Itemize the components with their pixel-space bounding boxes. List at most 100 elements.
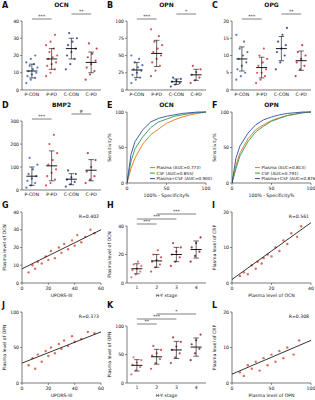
panel: H02040H-Y stagePlasma level of OCN1234**… [107,201,206,298]
trend-line [232,340,311,374]
plot-area [127,112,206,183]
dot [242,54,244,56]
panel-label: H [107,201,114,210]
panel-label: A [2,1,9,10]
dot [69,63,71,65]
legend-label: CSF (AUC=0.791) [262,171,299,176]
y-tick [20,72,22,73]
x-tick [271,283,272,285]
y-tick-label: 10 [13,263,19,268]
panel-label: B [107,1,113,10]
x-tick-label: P-PD [151,92,162,97]
dot [140,265,142,267]
panel: BOPN0255075100P-CONP-PDC-CONC-PD**** [107,1,206,97]
point [76,234,78,236]
y-axis [22,121,23,190]
annotation: R=0.373 [79,314,99,319]
panel-label: D [2,101,9,110]
dot [34,54,36,56]
dot [161,44,163,46]
title: BMP2 [52,101,71,108]
title: OPG [264,1,278,8]
error-cap [154,267,160,268]
x-axis-label: UPDRS-III [51,293,73,298]
error-bar [136,264,137,274]
point [80,241,82,243]
dot [245,61,247,63]
point [262,357,264,359]
y-tick [230,312,232,313]
dot [303,65,305,67]
error-cap [134,62,140,63]
y-tick [20,21,22,22]
dot [46,175,48,177]
x-tick-label: 0 [126,186,129,191]
y-tick [125,226,127,227]
error-cap [154,349,160,350]
y-tick-label: 20 [223,310,229,315]
x-tick-label: C-PD [86,192,98,197]
error-cap [174,358,180,359]
sig-label: * [175,309,178,314]
x-tick-label: 40 [72,386,78,391]
x-tick [232,383,233,385]
dot [189,82,191,84]
error-bar [136,360,137,371]
y-tick [230,283,232,284]
x-tick [74,283,75,285]
x-tick-label: 0 [231,186,234,191]
dot [49,182,51,184]
point [266,364,268,366]
legend-label: Plasma+CSF (AUC=0.876) [262,176,315,181]
dot [27,173,29,175]
y-tick [230,72,232,73]
x-tick [232,183,233,185]
legend-label: CSF (AUC=0.855) [157,171,194,176]
point [60,252,62,254]
x-tick-label: P-CON [235,92,250,97]
y-tick-label: 0 [16,381,19,386]
x-tick-label: C-CON [64,192,79,197]
dot [160,349,162,351]
legend-swatch [255,173,260,174]
dot [138,58,140,60]
dot [160,54,162,56]
error-cap [279,36,285,37]
point [282,239,284,241]
dot [172,336,174,338]
panel-label: C [212,1,218,10]
error-cap [49,69,55,70]
dot [55,168,57,170]
error-bar [31,64,32,78]
y-tick [125,183,127,184]
x-tick [271,183,272,185]
x-tick-label: C-CON [64,92,79,97]
dot [140,359,142,361]
dot [66,54,68,56]
dot [170,85,172,87]
dot [65,185,67,187]
roc-curve [232,112,311,183]
panel-label: J [1,301,5,310]
dot [26,75,28,77]
dot [137,261,139,263]
dot [91,53,93,55]
error-cap [193,240,199,241]
dot [139,366,141,368]
dot [71,41,73,43]
y-tick-label: 100 [115,19,124,24]
dot [29,157,31,159]
dot [86,66,88,68]
x-axis-label: Plasma level of OCN [248,293,295,298]
error-cap [259,77,265,78]
dot [130,276,132,278]
error-bar [156,349,157,364]
x-tick-label: 4 [195,385,198,390]
error-cap [88,159,94,160]
y-tick-label: 0 [121,88,124,93]
y-tick-label: 25 [118,70,124,75]
dot [87,152,89,154]
dot [277,41,279,43]
error-bar [176,341,177,358]
dot [262,61,264,63]
